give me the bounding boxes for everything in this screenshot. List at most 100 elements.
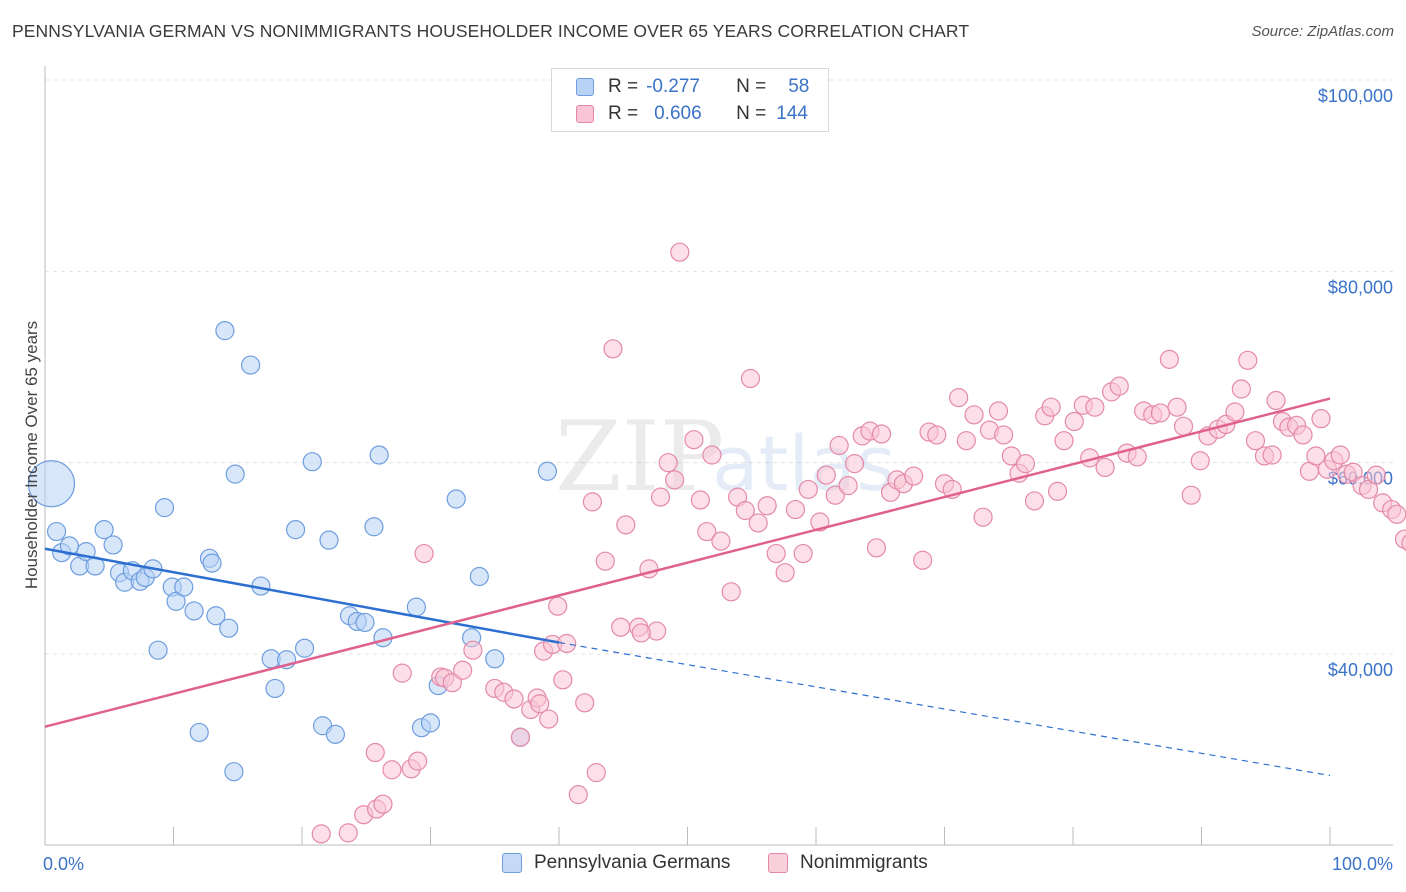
legend-n-value-pink: 144	[776, 103, 808, 124]
point-nonimmigrants	[1262, 445, 1282, 465]
point-pennsylvania-germans	[174, 577, 194, 597]
series-pennsylvania-germans	[27, 321, 558, 782]
trend-line-pennsylvania-germans-extension	[558, 641, 1331, 777]
trend-lines	[44, 397, 1331, 777]
point-pennsylvania-germans	[469, 566, 489, 587]
point-nonimmigrants	[665, 470, 685, 490]
point-nonimmigrants	[1167, 397, 1187, 417]
bottom-legend-swatch-pink	[768, 853, 788, 873]
point-nonimmigrants	[408, 751, 428, 771]
legend: R = -0.277 N = 58 R = 0.606 N = 144	[551, 68, 829, 132]
point-nonimmigrants	[949, 388, 969, 408]
point-pennsylvania-germans	[215, 321, 235, 341]
point-nonimmigrants	[582, 492, 603, 512]
x-tick-label: 100.0%	[1332, 854, 1393, 874]
legend-r-label: R =	[608, 76, 639, 97]
point-nonimmigrants	[766, 543, 786, 564]
bottom-legend-label: Nonimmigrants	[800, 852, 928, 873]
point-pennsylvania-germans	[206, 606, 226, 626]
point-nonimmigrants	[825, 485, 845, 505]
point-nonimmigrants	[382, 760, 402, 780]
point-nonimmigrants	[530, 694, 550, 714]
point-nonimmigrants	[973, 507, 993, 527]
point-nonimmigrants	[575, 693, 595, 713]
point-nonimmigrants	[1064, 411, 1084, 432]
point-nonimmigrants	[453, 660, 473, 680]
trend-line-pennsylvania-germans	[44, 547, 560, 644]
axes	[44, 66, 1393, 846]
point-nonimmigrants	[568, 785, 588, 805]
point-pennsylvania-germans	[420, 713, 441, 733]
point-nonimmigrants	[1054, 431, 1074, 451]
point-pennsylvania-germans	[319, 530, 339, 550]
point-nonimmigrants	[616, 515, 636, 535]
bottom-legend-item-pennsylvania-germans: Pennsylvania Germans	[502, 852, 730, 874]
point-nonimmigrants	[650, 487, 671, 507]
point-pennsylvania-germans	[485, 649, 505, 669]
point-nonimmigrants	[414, 543, 434, 564]
point-nonimmigrants	[775, 563, 795, 583]
point-nonimmigrants	[1024, 491, 1045, 511]
y-tick-label: $40,000	[1328, 660, 1393, 680]
point-nonimmigrants	[1190, 451, 1210, 471]
point-nonimmigrants	[557, 633, 577, 654]
point-nonimmigrants	[1401, 534, 1406, 552]
point-pennsylvania-germans	[369, 445, 389, 465]
point-nonimmigrants	[595, 551, 615, 571]
point-nonimmigrants	[816, 465, 836, 485]
point-nonimmigrants	[871, 424, 892, 444]
point-nonimmigrants	[586, 763, 606, 783]
point-pennsylvania-germans	[46, 521, 67, 542]
point-pennsylvania-germans	[219, 618, 239, 638]
legend-row-pink: R = 0.606 N = 144	[576, 103, 808, 125]
bottom-legend-swatch-blue	[502, 853, 522, 873]
point-nonimmigrants	[757, 496, 777, 516]
point-nonimmigrants	[539, 709, 559, 729]
point-nonimmigrants	[988, 401, 1009, 421]
point-nonimmigrants	[670, 242, 690, 262]
point-pennsylvania-germans	[406, 597, 426, 617]
point-nonimmigrants	[311, 824, 331, 844]
point-nonimmigrants	[392, 663, 412, 683]
series-nonimmigrants	[311, 242, 1406, 844]
point-nonimmigrants	[1015, 454, 1036, 474]
point-nonimmigrants	[1366, 465, 1386, 485]
point-nonimmigrants	[748, 513, 768, 533]
point-nonimmigrants	[866, 538, 886, 558]
point-nonimmigrants	[1150, 403, 1170, 423]
point-pennsylvania-germans	[241, 355, 261, 375]
point-nonimmigrants	[1181, 485, 1201, 505]
point-nonimmigrants	[964, 405, 984, 425]
point-pennsylvania-germans	[294, 638, 315, 658]
point-nonimmigrants	[994, 425, 1014, 445]
point-nonimmigrants	[829, 435, 849, 456]
chart-title: PENNSYLVANIA GERMAN VS NONIMMIGRANTS HOU…	[12, 21, 970, 41]
point-pennsylvania-germans	[537, 461, 558, 481]
point-nonimmigrants	[956, 431, 976, 451]
point-pennsylvania-germans	[224, 762, 244, 782]
legend-r-label: R =	[608, 103, 639, 124]
point-nonimmigrants	[1330, 445, 1350, 465]
point-nonimmigrants	[690, 490, 710, 510]
point-pennsylvania-germans	[148, 640, 168, 660]
point-nonimmigrants	[548, 596, 568, 616]
legend-swatch-blue	[576, 78, 594, 96]
point-nonimmigrants	[1041, 397, 1061, 417]
legend-r-value-pink: 0.606	[654, 103, 702, 124]
point-nonimmigrants	[1109, 376, 1129, 396]
point-pennsylvania-germans	[265, 678, 285, 699]
bottom-legend-label: Pennsylvania Germans	[534, 852, 731, 873]
point-nonimmigrants	[785, 499, 806, 520]
point-nonimmigrants	[373, 794, 393, 814]
point-pennsylvania-germans	[446, 489, 466, 509]
point-nonimmigrants	[631, 623, 651, 643]
point-nonimmigrants	[702, 445, 722, 465]
point-nonimmigrants	[721, 582, 741, 602]
point-nonimmigrants	[553, 670, 573, 690]
point-pennsylvania-germans	[94, 520, 114, 540]
point-nonimmigrants	[1159, 349, 1179, 369]
point-nonimmigrants	[735, 500, 755, 521]
point-nonimmigrants	[913, 550, 933, 570]
y-tick-label: $80,000	[1328, 277, 1393, 297]
point-pennsylvania-germans	[59, 536, 80, 556]
